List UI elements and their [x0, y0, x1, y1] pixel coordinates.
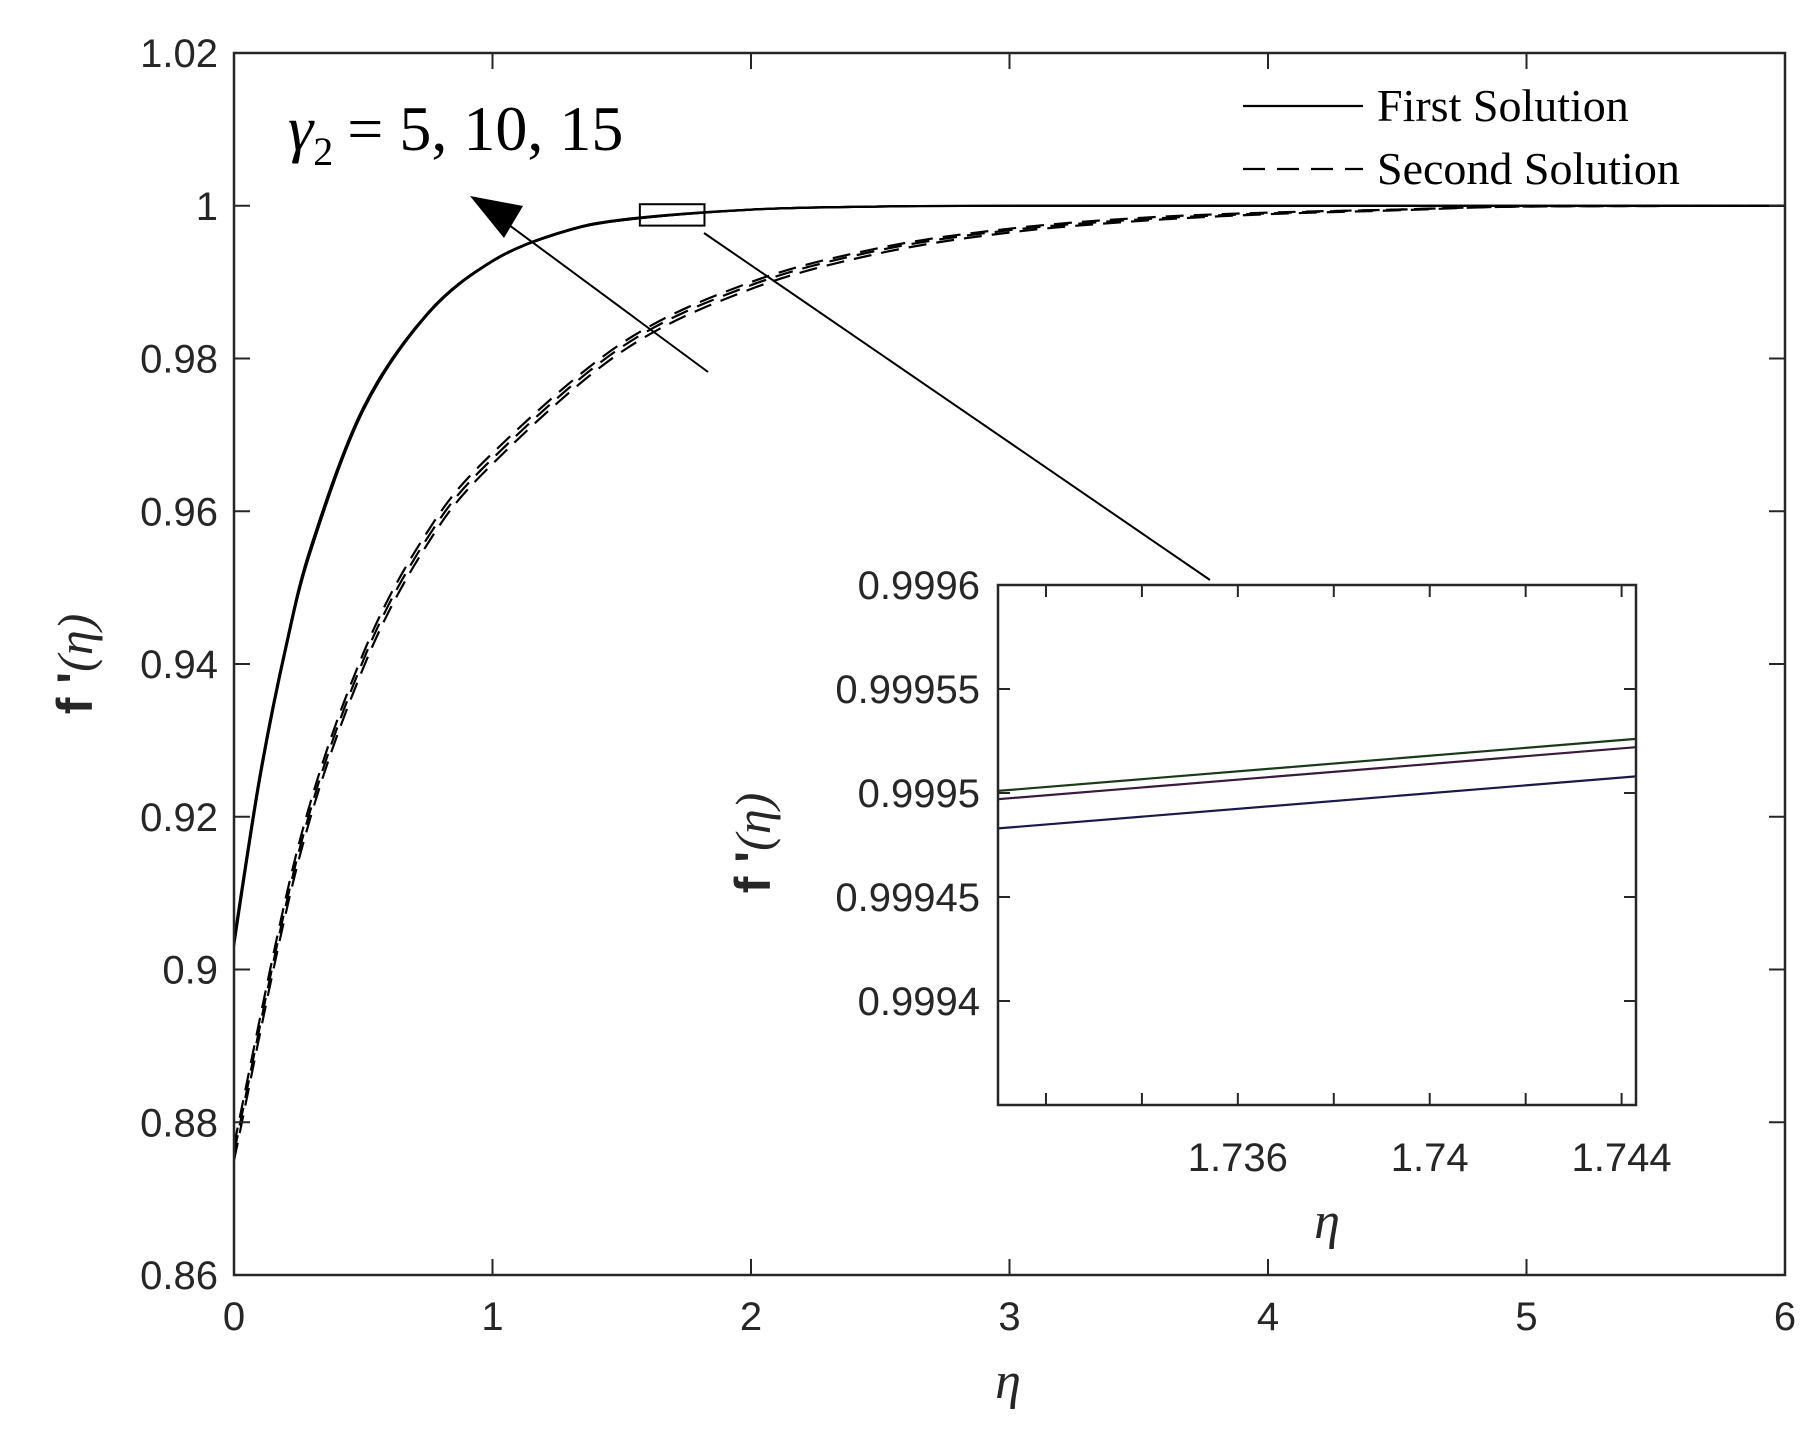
main-x-tick-labels: 0 1 2 3 4 5 6	[223, 1295, 1796, 1339]
inset-y-tick-label: 0.9994	[858, 980, 980, 1024]
x-tick-label: 2	[740, 1295, 762, 1339]
inset-y-tick-label: 0.9995	[858, 772, 980, 816]
x-tick-label: 1	[481, 1295, 503, 1339]
y-tick-label: 0.9	[162, 949, 218, 993]
inset-y-tick-label: 0.99955	[835, 668, 980, 712]
x-tick-label: 0	[223, 1295, 245, 1339]
gamma-annotation: γ2 = 5, 10, 15	[288, 93, 709, 373]
main-y-tick-labels: 0.86 0.88 0.9 0.92 0.94 0.96 0.98 1 1.02	[140, 32, 218, 1298]
x-tick-label: 6	[1774, 1295, 1796, 1339]
x-tick-label: 5	[1515, 1295, 1537, 1339]
inset-x-tick-label: 1.744	[1572, 1136, 1672, 1180]
inset-ticks	[998, 584, 1636, 1105]
inset-plot: 1.736 1.74 1.744 0.9994 0.99945 0.9995 0.9995…	[725, 564, 1672, 1250]
inset-y-tick-label: 0.9996	[858, 564, 980, 608]
inset-x-tick-label: 1.74	[1391, 1136, 1469, 1180]
main-x-axis-label: η	[995, 1353, 1021, 1410]
inset-background	[998, 585, 1636, 1105]
x-tick-label: 3	[998, 1295, 1020, 1339]
inset-axes-box	[996, 583, 1638, 1107]
inset-x-tick-label: 1.736	[1188, 1136, 1288, 1180]
first-solution-curve-3	[232, 204, 1785, 940]
y-tick-label: 0.86	[140, 1254, 218, 1298]
inset-y-tick-label: 0.99945	[835, 876, 980, 920]
inset-curve-2	[997, 746, 1637, 801]
y-tick-label: 0.94	[140, 643, 218, 687]
inset-x-tick-labels: 1.736 1.74 1.744	[1188, 1136, 1672, 1180]
inset-y-axis-label: f '(η)	[725, 793, 781, 894]
main-y-axis-label: f '(η)	[47, 614, 103, 715]
zoom-box	[638, 203, 706, 227]
second-solution-curve-3	[232, 204, 1786, 1146]
y-tick-label: 0.88	[140, 1101, 218, 1145]
main-curves	[232, 204, 1786, 1161]
zoom-connector-line	[703, 232, 1211, 581]
inset-curves	[997, 737, 1637, 830]
legend-label-first-solution: First Solution	[1377, 80, 1629, 131]
zoom-indicator	[638, 203, 1211, 581]
y-tick-label: 0.92	[140, 796, 218, 840]
inset-curve-1	[997, 737, 1637, 792]
y-tick-label: 0.96	[140, 490, 218, 534]
gamma-annotation-label: γ2 = 5, 10, 15	[288, 93, 623, 174]
legend-label-second-solution: Second Solution	[1377, 143, 1680, 194]
inset-y-tick-labels: 0.9994 0.99945 0.9995 0.99955 0.9996	[835, 564, 980, 1024]
y-tick-label: 0.98	[140, 338, 218, 382]
main-ticks	[233, 52, 1786, 1276]
legend: First Solution Second Solution	[1243, 80, 1680, 194]
y-tick-label: 1	[196, 185, 218, 229]
inset-curve-3	[997, 775, 1637, 830]
annotation-arrowhead	[470, 196, 523, 238]
x-tick-label: 4	[1257, 1295, 1279, 1339]
y-tick-label: 1.02	[140, 32, 218, 76]
annotation-arrow-shaft	[504, 221, 709, 373]
inset-x-axis-label: η	[1314, 1193, 1340, 1250]
main-plot: 0 1 2 3 4 5 6 0.86 0.88 0.9 0.92 0.94 0.96 0.98 1 1.02…	[47, 32, 1796, 1410]
